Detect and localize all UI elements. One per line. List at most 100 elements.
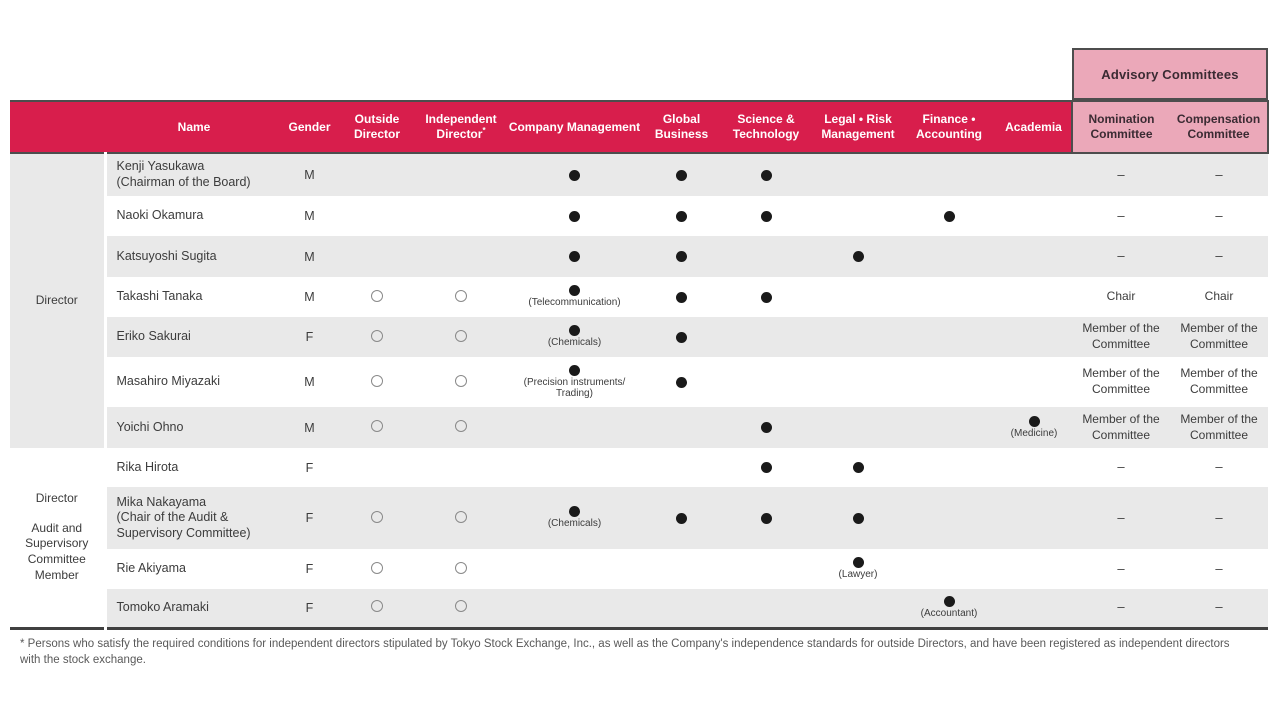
- skill-dot-icon: [760, 422, 772, 433]
- cell-name: Eriko Sakurai: [105, 317, 283, 357]
- skill-mark: [648, 512, 715, 524]
- skill-mark: [817, 251, 899, 262]
- skill-dot-icon: [676, 169, 687, 181]
- col-header-label-outside: Outside Director: [353, 112, 400, 141]
- skill-mark: [648, 291, 715, 303]
- skill-dot-icon: [943, 210, 955, 222]
- independent-circle-icon: [455, 289, 467, 302]
- skill-note-line: (Chemicals): [547, 337, 602, 349]
- cell-independent: [418, 589, 504, 630]
- cell-legal_risk: [814, 277, 902, 317]
- cell-global_business: [645, 448, 718, 487]
- cell-outside: [336, 589, 418, 630]
- cell-global_business: [645, 549, 718, 589]
- cell-compensation: –: [1170, 487, 1268, 549]
- skill-mark: [648, 376, 715, 388]
- cell-finance_accounting: [902, 153, 996, 196]
- skill-mark: [507, 210, 642, 222]
- independent-circle-icon: [455, 329, 467, 342]
- cell-outside: [336, 153, 418, 196]
- cell-company_management: [504, 407, 645, 448]
- cell-nomination: –: [1072, 487, 1170, 549]
- cell-finance_accounting: [902, 407, 996, 448]
- cell-legal_risk: [814, 236, 902, 277]
- cell-finance_accounting: [902, 487, 996, 549]
- table-row: Director Kenji Yasukawa (Chairman of the B…: [10, 153, 1268, 448]
- skill-mark: [817, 462, 899, 473]
- cell-academia: [996, 357, 1072, 407]
- skill-dot-icon: [760, 462, 772, 473]
- cell-academia: [996, 448, 1072, 487]
- cell-nomination: Member of the Committee: [1072, 317, 1170, 357]
- skill-dot-icon: [569, 210, 580, 222]
- name-line: (Chair of the Audit &: [116, 510, 229, 525]
- cell-company_management: [504, 549, 645, 589]
- row-group-label-line: Director: [35, 491, 78, 506]
- table-row: Tomoko Aramaki F (Accountant) – –: [10, 589, 1268, 630]
- skill-dot-icon: [676, 512, 687, 524]
- asterisk-note: *: [482, 126, 486, 135]
- cell-independent: [418, 196, 504, 236]
- col-header-global_business: Global Business: [645, 100, 718, 154]
- skill-dot-icon: [852, 462, 864, 473]
- skill-dot-icon: [760, 210, 772, 222]
- cell-company_management: [504, 153, 645, 196]
- skill-note-line: (Precision instruments/: [523, 376, 626, 388]
- col-header-label-company_management: Company Management: [508, 119, 641, 134]
- skill-matrix: Advisory Committees Name Gender Outside Di…: [10, 48, 1269, 630]
- cell-independent: [418, 317, 504, 357]
- cell-legal_risk: [814, 153, 902, 196]
- cell-legal_risk: [814, 196, 902, 236]
- skill-mark: [648, 210, 715, 222]
- cell-finance_accounting: (Accountant): [902, 589, 996, 630]
- skill-dot-icon: [569, 364, 580, 376]
- cell-compensation: Chair: [1204, 289, 1234, 304]
- name-line: Masahiro Miyazaki: [116, 374, 221, 389]
- cell-nomination: –: [1072, 153, 1170, 196]
- independent-circle-icon: [455, 374, 467, 387]
- table-row: Mika Nakayama (Chair of the Audit & Superv…: [10, 487, 1268, 549]
- cell-independent: [418, 153, 504, 196]
- table-row: Takashi Tanaka M (Telecommunication) Chair C…: [10, 277, 1268, 317]
- cell-company_management: [504, 196, 645, 236]
- col-header-gender: Gender: [283, 100, 336, 154]
- col-header-label-finance_accounting: Finance • Accounting: [916, 112, 982, 141]
- cell-academia: [996, 196, 1072, 236]
- skill-mark: [721, 291, 811, 303]
- col-header-label-name: Name: [177, 119, 211, 134]
- name-line: Rika Hirota: [116, 459, 179, 474]
- row-group-label-line: Audit and Supervisory Committee Member: [25, 520, 89, 582]
- col-header-label-academia: Academia: [1005, 119, 1062, 134]
- cell-global_business: [645, 277, 718, 317]
- skill-matrix-table: Name Gender Outside Director Independent Di…: [10, 100, 1269, 630]
- cell-company_management: (Chemicals): [504, 317, 645, 357]
- col-header-academia: Academia: [996, 100, 1072, 154]
- cell-academia: [996, 236, 1072, 277]
- cell-science_technology: [718, 487, 814, 549]
- skill-mark: (Chemicals): [507, 325, 642, 349]
- advisory-committees-title: Advisory Committees: [1101, 66, 1239, 82]
- name-line: Supervisory Committee): [116, 525, 251, 540]
- table-row: Naoki Okamura M – –: [10, 196, 1268, 236]
- cell-outside: [336, 317, 418, 357]
- cell-science_technology: [718, 277, 814, 317]
- cell-nomination: –: [1117, 459, 1125, 475]
- table-row: Yoichi Ohno M (Medicine) Member of the Comm…: [10, 407, 1268, 448]
- cell-company_management: [504, 589, 645, 630]
- skill-mark: [721, 169, 811, 181]
- cell-name: Katsuyoshi Sugita: [105, 236, 283, 277]
- name-line: Rie Akiyama: [116, 561, 186, 576]
- cell-name: Kenji Yasukawa (Chairman of the Board): [105, 153, 283, 196]
- col-header-outside: Outside Director: [336, 100, 418, 154]
- cell-independent: [418, 277, 504, 317]
- cell-global_business: [645, 153, 718, 196]
- table-row: Masahiro Miyazaki M (Precision instruments…: [10, 357, 1268, 407]
- cell-name: Takashi Tanaka: [105, 277, 283, 317]
- skill-mark: (Lawyer): [817, 557, 899, 581]
- skill-mark: [648, 169, 715, 181]
- cell-gender: M: [283, 236, 336, 277]
- independent-circle-icon: [455, 420, 467, 432]
- skill-mark: [507, 169, 642, 181]
- row-group-label: Director Audit and Supervisory Committee …: [10, 448, 107, 628]
